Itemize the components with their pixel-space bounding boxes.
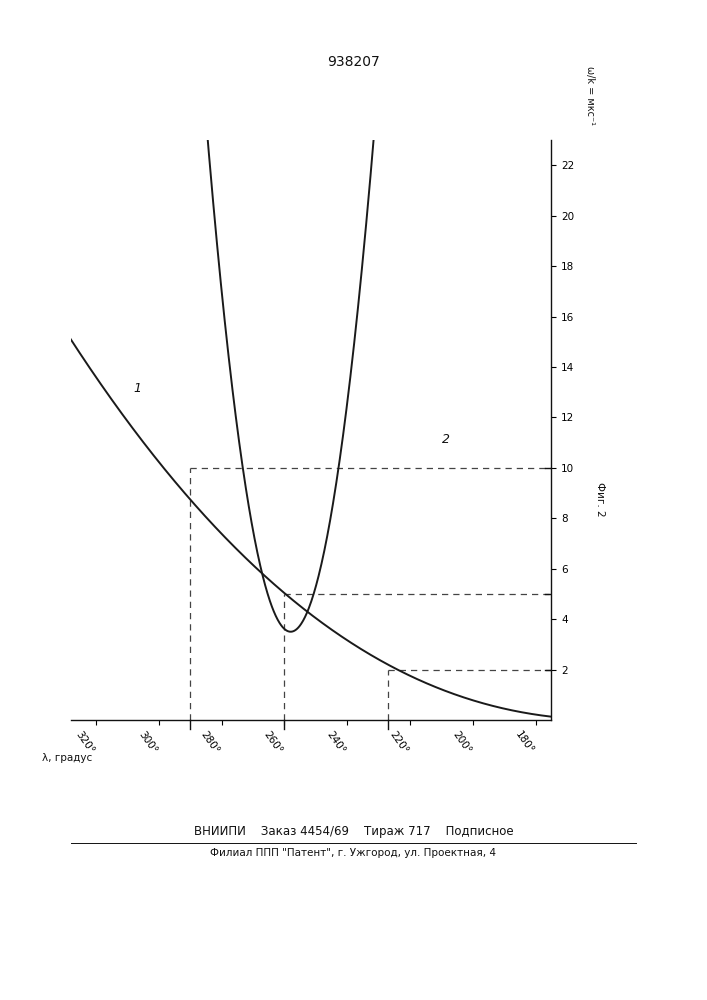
Text: 1: 1 — [134, 382, 141, 395]
Text: 938207: 938207 — [327, 55, 380, 69]
Text: Фиг. 2: Фиг. 2 — [595, 482, 604, 517]
Text: ω/k = мкс⁻¹: ω/k = мкс⁻¹ — [585, 66, 595, 125]
Text: λ, градус: λ, градус — [42, 753, 92, 763]
Text: 2: 2 — [441, 433, 450, 446]
Text: ВНИИПИ    Заказ 4454/69    Тираж 717    Подписное: ВНИИПИ Заказ 4454/69 Тираж 717 Подписное — [194, 825, 513, 838]
Text: Филиал ППП "Патент", г. Ужгород, ул. Проектная, 4: Филиал ППП "Патент", г. Ужгород, ул. Про… — [211, 848, 496, 858]
